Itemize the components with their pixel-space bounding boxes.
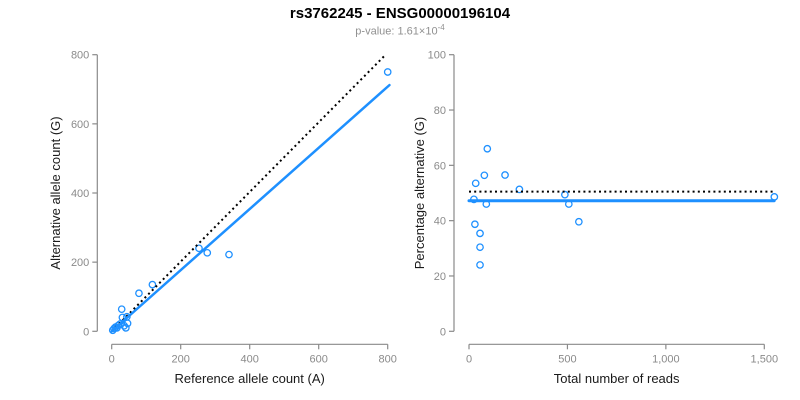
data-point (501, 171, 509, 179)
data-point (770, 193, 779, 201)
y-tick-label: 20 (434, 271, 446, 283)
pvalue-text: p-value: 1.61×10 (355, 25, 438, 38)
data-point (116, 320, 124, 328)
data-point (515, 185, 524, 194)
data-point (476, 261, 484, 269)
data-point (471, 179, 480, 188)
y-tick-label: 80 (434, 105, 446, 117)
x-tick-label: 500 (558, 353, 576, 365)
pvalue-exponent: -4 (437, 23, 445, 32)
data-point (203, 248, 212, 257)
x-tick-label: 400 (241, 353, 259, 365)
data-point (480, 171, 489, 180)
y-tick-label: 200 (71, 257, 89, 269)
y-tick-label: 0 (440, 326, 446, 338)
y-tick-label: 60 (434, 160, 446, 172)
page-title: rs3762245 - ENSG00000196104 (289, 5, 511, 22)
data-point (383, 68, 392, 76)
x-axis-title: Total number of reads (554, 371, 680, 386)
x-tick-label: 1,000 (652, 353, 680, 365)
data-point (476, 243, 484, 252)
x-tick-label: 1,500 (751, 353, 779, 365)
identity-line (110, 53, 387, 333)
pvalue-subtitle: p-value: 1.61×10-4 (0, 23, 800, 38)
data-point (123, 319, 132, 328)
x-tick-label: 600 (310, 353, 328, 365)
x-tick-label: 200 (172, 353, 190, 365)
y-tick-label: 0 (83, 326, 89, 338)
data-point (483, 144, 492, 153)
data-point (575, 217, 583, 226)
data-point (148, 280, 157, 289)
y-axis-title: Percentage alternative (G) (412, 117, 427, 269)
x-tick-label: 0 (466, 353, 472, 365)
x-tick-label: 0 (109, 353, 115, 365)
data-point (561, 190, 569, 199)
data-point (121, 323, 130, 332)
data-point (117, 305, 126, 314)
y-tick-label: 600 (71, 119, 89, 131)
data-point (135, 289, 143, 298)
data-point (195, 244, 203, 253)
y-axis-title: Alternative allele count (G) (48, 116, 63, 269)
y-tick-label: 400 (71, 188, 89, 200)
y-tick-label: 40 (434, 216, 446, 228)
y-tick-label: 100 (428, 50, 446, 62)
data-point (476, 229, 484, 238)
y-tick-label: 800 (71, 50, 89, 62)
fit-line (110, 83, 391, 333)
x-axis-title: Reference allele count (A) (175, 371, 325, 386)
data-point (225, 250, 233, 259)
data-point (471, 220, 479, 229)
x-tick-label: 800 (379, 353, 397, 365)
